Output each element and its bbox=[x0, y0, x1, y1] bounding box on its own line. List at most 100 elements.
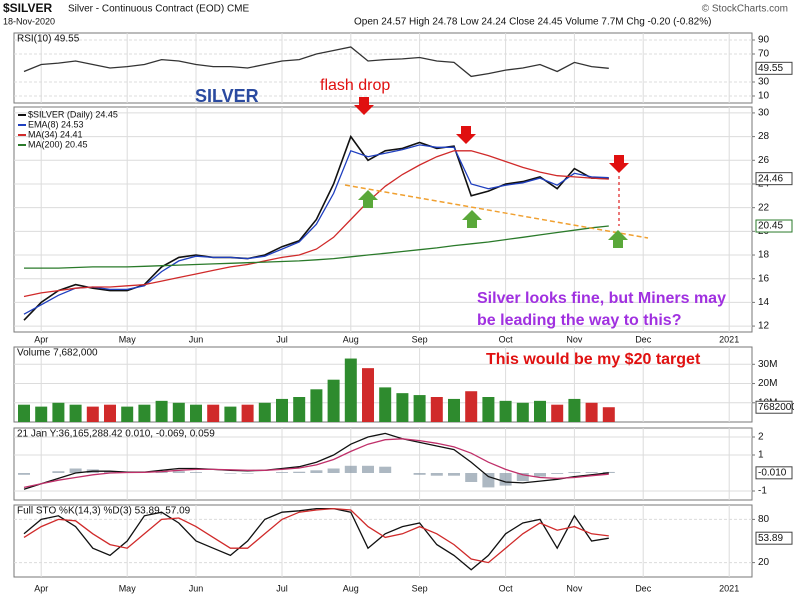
y-tick-label: 12 bbox=[758, 321, 770, 332]
volume-bar bbox=[602, 407, 615, 422]
description: Silver - Continuous Contract (EOD) CME bbox=[68, 4, 249, 15]
histogram-bar bbox=[482, 473, 495, 488]
volume-bar bbox=[86, 406, 99, 422]
series-line bbox=[23, 507, 609, 571]
volume-bar bbox=[276, 398, 288, 422]
legend-label: EMA(8) 24.53 bbox=[28, 119, 84, 129]
annotation: Silver looks fine, but Miners may bbox=[477, 290, 726, 307]
value-box bbox=[755, 400, 793, 414]
volume-bar bbox=[155, 400, 168, 422]
volume-bar bbox=[499, 400, 512, 422]
legend-label: MA(34) 24.41 bbox=[28, 129, 83, 139]
date: 18-Nov-2020 bbox=[3, 16, 55, 26]
x-tick-label: Sep bbox=[412, 583, 428, 593]
panel-label: 21 Jan Y:36,165,288.42 0.010, -0.069, 0.… bbox=[17, 429, 215, 440]
value-box bbox=[755, 61, 793, 75]
x-tick-label: Jul bbox=[276, 334, 288, 344]
x-tick-label: Jun bbox=[189, 334, 204, 344]
volume-bar bbox=[18, 404, 30, 422]
histogram-bar bbox=[155, 471, 168, 473]
volume-bar bbox=[516, 402, 529, 422]
histogram-bar bbox=[516, 473, 529, 482]
series-line bbox=[24, 225, 609, 269]
y-tick-label: 70 bbox=[758, 49, 770, 60]
volume-bar bbox=[534, 400, 546, 422]
series-line bbox=[23, 144, 609, 315]
volume-bar bbox=[207, 404, 220, 422]
series-line bbox=[23, 134, 609, 321]
annotation: flash drop bbox=[320, 77, 390, 94]
volume-bar bbox=[172, 402, 185, 422]
x-tick-label: Dec bbox=[635, 334, 652, 344]
y-tick-label: 30 bbox=[758, 77, 770, 88]
histogram-bar bbox=[448, 473, 460, 476]
series-line bbox=[23, 432, 609, 490]
annotation: SILVER bbox=[195, 86, 259, 106]
volume-bar bbox=[568, 398, 581, 422]
x-tick-label: Oct bbox=[499, 583, 514, 593]
x-tick-label: 2021 bbox=[719, 334, 739, 344]
series-line bbox=[23, 507, 609, 564]
value-box-label: 7682000 bbox=[758, 402, 794, 413]
histogram-bar bbox=[551, 473, 564, 474]
red-arrow bbox=[609, 155, 629, 173]
trend-line bbox=[344, 184, 649, 239]
y-tick-label: 28 bbox=[758, 131, 770, 142]
value-box bbox=[755, 466, 793, 480]
x-tick-label: Aug bbox=[343, 334, 359, 344]
series-line bbox=[23, 438, 609, 489]
annotations-layer bbox=[344, 97, 649, 248]
panel-frame bbox=[13, 106, 753, 333]
y-tick-label: 26 bbox=[758, 155, 770, 166]
y-tick-label: 30 bbox=[758, 108, 770, 119]
x-tick-label: Aug bbox=[343, 583, 359, 593]
volume-bar bbox=[327, 379, 340, 422]
histogram-bar bbox=[379, 466, 392, 473]
panel-frame bbox=[13, 32, 753, 104]
y-tick-label: 20 bbox=[758, 557, 770, 568]
volume-bar bbox=[465, 391, 478, 422]
y-tick-label: -1 bbox=[758, 486, 767, 497]
volume-bar bbox=[138, 404, 151, 422]
volume-bar bbox=[224, 406, 237, 422]
panel-label: RSI(10) 49.55 bbox=[17, 34, 80, 45]
volume-bar bbox=[585, 402, 598, 422]
value-box-label: -0.010 bbox=[758, 467, 787, 478]
volume-bar bbox=[35, 406, 48, 422]
quote: Open 24.57 High 24.78 Low 24.24 Close 24… bbox=[354, 17, 711, 28]
histogram-bar bbox=[104, 471, 116, 473]
volume-bar bbox=[52, 402, 65, 422]
x-tick-label: Nov bbox=[566, 334, 583, 344]
x-tick-label: Jun bbox=[189, 583, 204, 593]
y-tick-label: 30M bbox=[758, 359, 777, 370]
x-tick-label: 2021 bbox=[719, 583, 739, 593]
green-arrow bbox=[462, 210, 482, 228]
volume-bar bbox=[396, 393, 409, 422]
volume-bar bbox=[362, 368, 374, 422]
volume-bar bbox=[448, 398, 460, 422]
value-box bbox=[755, 219, 793, 233]
volume-bar bbox=[190, 404, 202, 422]
histogram-bar bbox=[465, 473, 478, 482]
volume-bar bbox=[551, 404, 564, 422]
volume-bar bbox=[258, 402, 271, 422]
volume-bar bbox=[121, 406, 134, 422]
y-tick-label: 80 bbox=[758, 514, 770, 525]
value-box bbox=[755, 172, 793, 186]
histogram-bar bbox=[224, 473, 237, 474]
x-tick-label: May bbox=[119, 334, 137, 344]
y-tick-label: 14 bbox=[758, 297, 770, 308]
histogram-bar bbox=[602, 471, 615, 473]
x-tick-label: Sep bbox=[412, 334, 428, 344]
y-tick-label: 2 bbox=[758, 432, 764, 443]
series-line bbox=[23, 46, 609, 78]
symbol: $SILVER bbox=[3, 1, 52, 15]
value-box-label: 24.46 bbox=[758, 173, 783, 184]
volume-bar bbox=[241, 404, 254, 422]
volume-bar bbox=[430, 397, 443, 422]
histogram-bar bbox=[241, 473, 254, 474]
volume-bar bbox=[104, 404, 116, 422]
x-tick-label: Apr bbox=[34, 334, 48, 344]
x-tick-label: Apr bbox=[34, 583, 48, 593]
legend-label: MA(200) 20.45 bbox=[28, 139, 88, 149]
